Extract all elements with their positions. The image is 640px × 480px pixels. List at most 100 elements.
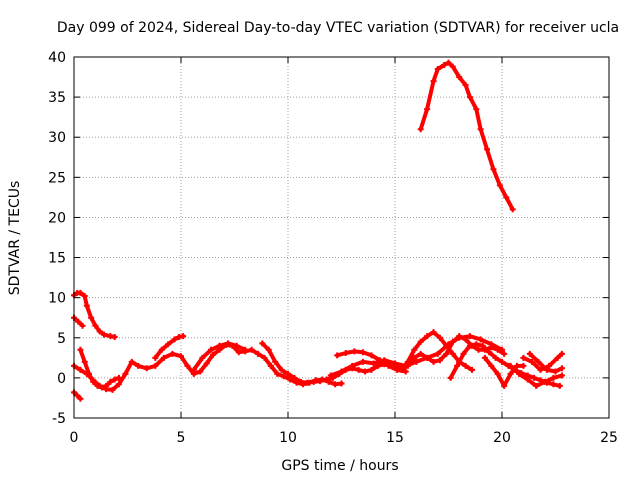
y-tick-label: 40 xyxy=(48,50,66,66)
data-point xyxy=(486,349,493,356)
chart-title: Day 099 of 2024, Sidereal Day-to-day VTE… xyxy=(57,20,619,36)
data-point xyxy=(368,366,375,373)
data-point xyxy=(77,346,84,353)
data-point xyxy=(447,374,454,381)
y-tick-label: 20 xyxy=(48,210,66,226)
data-point xyxy=(445,59,452,66)
data-point xyxy=(462,362,469,369)
data-point xyxy=(558,350,565,357)
data-point xyxy=(456,333,463,340)
data-point xyxy=(550,374,557,381)
data-point xyxy=(207,346,214,353)
data-point xyxy=(265,346,272,353)
data-point xyxy=(107,378,114,385)
data-point xyxy=(509,206,516,213)
data-point xyxy=(494,346,501,353)
data-point xyxy=(490,166,497,173)
data-point xyxy=(473,106,480,113)
data-point xyxy=(507,362,514,369)
data-point xyxy=(216,342,223,349)
data-point xyxy=(466,94,473,101)
data-point xyxy=(299,381,306,388)
plot-frame xyxy=(73,56,610,419)
data-point xyxy=(319,376,326,383)
data-point xyxy=(362,368,369,375)
data-point xyxy=(334,352,341,359)
data-point xyxy=(359,349,366,356)
data-point xyxy=(443,342,450,349)
x-tick-label: 5 xyxy=(177,430,186,446)
data-point xyxy=(180,333,187,340)
data-point xyxy=(327,372,334,379)
data-point xyxy=(83,302,90,309)
data-point xyxy=(449,350,456,357)
data-point xyxy=(306,379,313,386)
data-point xyxy=(398,366,405,373)
data-point xyxy=(169,350,176,357)
data-point xyxy=(473,341,480,348)
data-point xyxy=(128,358,135,365)
data-point xyxy=(430,78,437,85)
data-point xyxy=(160,354,167,361)
data-point xyxy=(274,370,281,377)
data-point xyxy=(466,333,473,340)
data-point xyxy=(516,370,523,377)
data-point xyxy=(550,381,557,388)
data-point xyxy=(411,354,418,361)
y-tick-label: 5 xyxy=(57,331,66,347)
data-point xyxy=(443,350,450,357)
data-point xyxy=(496,182,503,189)
data-point xyxy=(385,362,392,369)
y-tick-label: 35 xyxy=(48,90,66,106)
data-point xyxy=(338,380,345,387)
data-point xyxy=(462,82,469,89)
data-point xyxy=(424,106,431,113)
data-point xyxy=(456,74,463,81)
y-tick-label: 25 xyxy=(48,170,66,186)
data-point xyxy=(197,368,204,375)
data-point xyxy=(533,382,540,389)
data-point xyxy=(225,340,232,347)
y-tick-label: -5 xyxy=(52,411,66,427)
data-point xyxy=(75,318,82,325)
data-point xyxy=(100,331,107,338)
data-point xyxy=(413,358,420,365)
data-point xyxy=(449,338,456,345)
data-point xyxy=(338,368,345,375)
y-axis-label: SDTVAR / TECUs xyxy=(7,181,23,296)
data-point xyxy=(430,329,437,336)
data-point xyxy=(171,336,178,343)
data-point xyxy=(507,370,514,377)
data-point xyxy=(434,66,441,73)
data-point xyxy=(417,350,424,357)
data-point xyxy=(501,382,508,389)
y-tick-label: 15 xyxy=(48,251,66,267)
data-point xyxy=(359,358,366,365)
data-point xyxy=(424,333,431,340)
data-point xyxy=(109,386,116,393)
data-point xyxy=(351,348,358,355)
data-point xyxy=(541,378,548,385)
data-point xyxy=(242,346,249,353)
data-point xyxy=(111,333,118,340)
data-point xyxy=(526,350,533,357)
data-point xyxy=(255,350,262,357)
data-point xyxy=(494,370,501,377)
data-point xyxy=(499,358,505,365)
data-point xyxy=(152,354,159,361)
series-line-track-2 xyxy=(72,290,117,339)
data-point xyxy=(92,322,99,329)
data-point xyxy=(537,366,544,373)
data-point xyxy=(436,334,443,341)
data-point xyxy=(325,378,332,385)
data-series xyxy=(71,59,565,402)
data-point xyxy=(81,293,88,300)
data-point xyxy=(436,357,443,364)
x-tick-label: 20 xyxy=(493,430,511,446)
data-point xyxy=(261,354,268,361)
data-point xyxy=(449,63,456,70)
data-point xyxy=(152,362,159,369)
data-point xyxy=(96,328,103,335)
